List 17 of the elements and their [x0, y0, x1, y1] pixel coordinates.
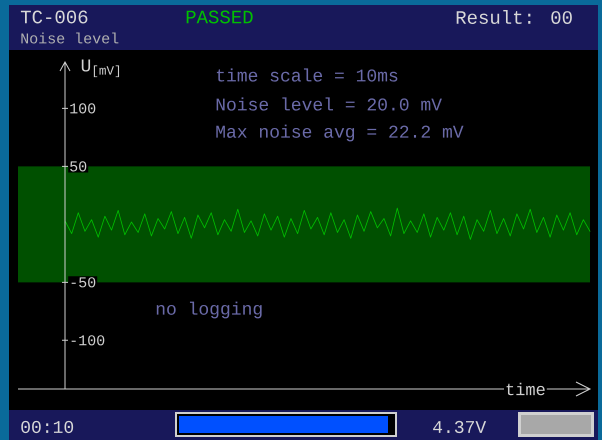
y-tick-label: 100	[70, 103, 96, 114]
x-axis-title: time	[506, 382, 545, 396]
annotation: Noise level = 20.0 mV	[216, 97, 442, 111]
annotation: time scale = 10ms	[216, 68, 398, 82]
y-axis-title: U$_{[mV]}$	[82, 60, 120, 78]
text: 4.37V	[433, 420, 486, 434]
text: Result: 00	[456, 10, 572, 24]
annotation: Max noise avg = 22.2 mV	[216, 124, 464, 142]
text: PASSED	[186, 10, 253, 24]
y-tick-label: 50	[70, 161, 86, 172]
line-series	[64, 208, 590, 240]
chart-title: TC-006	[20, 10, 88, 24]
annotation: no logging	[156, 302, 262, 318]
y-tick-label: -50	[72, 277, 96, 288]
y-tick-label: -100	[72, 335, 104, 346]
text: 00:10	[21, 420, 74, 434]
chart-subtitle: Noise level	[21, 32, 118, 44]
